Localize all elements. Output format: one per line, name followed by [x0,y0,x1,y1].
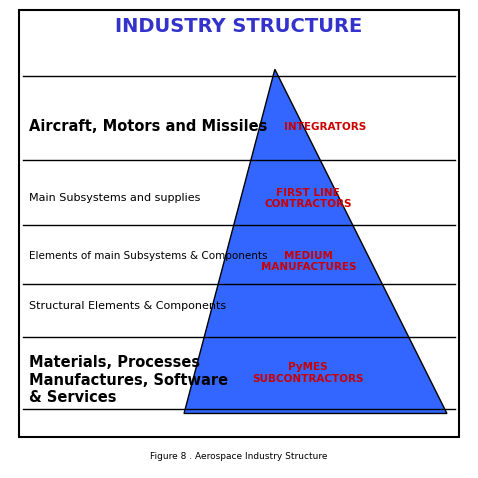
Polygon shape [184,69,447,413]
Text: Elements of main Subsystems & Components: Elements of main Subsystems & Components [29,251,267,261]
Text: Figure 8 . Aerospace Industry Structure: Figure 8 . Aerospace Industry Structure [150,452,328,461]
Text: INTEGRATORS: INTEGRATORS [284,122,366,131]
Text: Aircraft, Motors and Missiles: Aircraft, Motors and Missiles [29,119,267,134]
Text: FIRST LINE
CONTRACTORS: FIRST LINE CONTRACTORS [264,187,352,209]
Text: INDUSTRY STRUCTURE: INDUSTRY STRUCTURE [115,17,363,36]
FancyBboxPatch shape [19,10,459,437]
Text: PyMES
SUBCONTRACTORS: PyMES SUBCONTRACTORS [252,362,364,384]
Text: Structural Elements & Components: Structural Elements & Components [29,301,226,311]
Text: Materials, Processes
Manufactures, Software
& Services: Materials, Processes Manufactures, Softw… [29,355,228,405]
Text: MEDIUM
MANUFACTURES: MEDIUM MANUFACTURES [261,250,356,272]
Text: Main Subsystems and supplies: Main Subsystems and supplies [29,194,200,203]
